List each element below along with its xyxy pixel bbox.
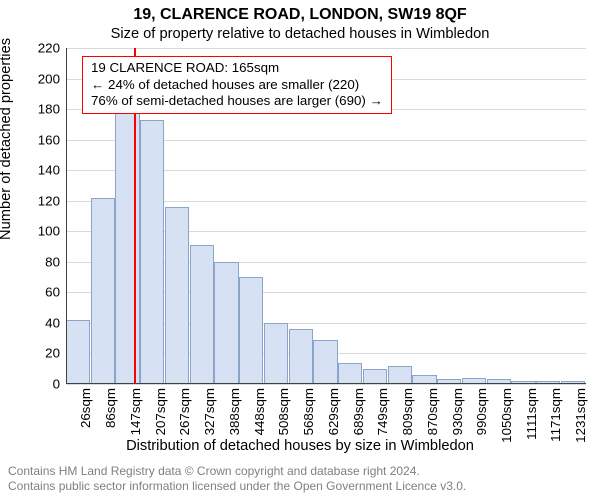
x-tick-label: 809sqm: [400, 388, 415, 435]
x-tick-label: 1111sqm: [524, 388, 539, 440]
info-box-line: 76% of semi-detached houses are larger (…: [91, 93, 383, 110]
histogram-bar: [115, 79, 139, 384]
histogram-bar: [91, 198, 115, 384]
histogram-bar: [66, 320, 90, 384]
y-tick-label: 180: [38, 102, 60, 117]
x-tick-label: 327sqm: [202, 388, 217, 435]
histogram-bar: [165, 207, 189, 384]
x-tick-label: 267sqm: [177, 388, 192, 435]
chart-title-main: 19, CLARENCE ROAD, LONDON, SW19 8QF: [0, 6, 600, 24]
x-tick-label: 749sqm: [375, 388, 390, 435]
x-tick-label: 568sqm: [301, 388, 316, 435]
y-tick-label: 40: [45, 315, 60, 330]
attribution-line: Contains public sector information licen…: [8, 479, 466, 494]
x-tick-label: 1171sqm: [548, 388, 563, 442]
y-tick-label: 220: [38, 41, 60, 56]
attribution-block: Contains HM Land Registry data © Crown c…: [8, 464, 466, 494]
attribution-line: Contains HM Land Registry data © Crown c…: [8, 464, 466, 479]
y-tick-label: 80: [45, 254, 60, 269]
info-box-line: ← 24% of detached houses are smaller (22…: [91, 77, 383, 94]
y-tick-label: 200: [38, 71, 60, 86]
chart-container: { "title_main": "19, CLARENCE ROAD, LOND…: [0, 0, 600, 500]
gridline: [66, 48, 586, 49]
y-tick-label: 100: [38, 224, 60, 239]
y-axis-line: [66, 48, 67, 384]
histogram-bar: [313, 340, 337, 384]
y-axis-label: Number of detached properties: [0, 38, 14, 240]
x-tick-label: 870sqm: [425, 388, 440, 435]
y-tick-label: 160: [38, 132, 60, 147]
x-tick-label: 86sqm: [103, 388, 118, 428]
histogram-bar: [264, 323, 288, 384]
y-tick-label: 20: [45, 346, 60, 361]
x-tick-label: 629sqm: [326, 388, 341, 435]
x-axis-line: [66, 383, 586, 384]
x-tick-label: 388sqm: [227, 388, 242, 435]
chart-title-sub: Size of property relative to detached ho…: [0, 26, 600, 42]
histogram-bar: [289, 329, 313, 384]
x-tick-label: 930sqm: [450, 388, 465, 435]
x-tick-label: 689sqm: [351, 388, 366, 435]
histogram-bar: [363, 369, 387, 384]
x-axis-title: Distribution of detached houses by size …: [0, 438, 600, 454]
x-tick-label: 1050sqm: [499, 388, 514, 443]
histogram-bar: [338, 363, 362, 384]
gridline: [66, 384, 586, 385]
x-tick-label: 508sqm: [276, 388, 291, 435]
histogram-bar: [239, 277, 263, 384]
y-tick-label: 120: [38, 193, 60, 208]
x-tick-label: 1231sqm: [573, 388, 588, 443]
y-tick-label: 60: [45, 285, 60, 300]
y-tick-label: 140: [38, 163, 60, 178]
x-tick-label: 448sqm: [252, 388, 267, 435]
y-tick-label: 0: [53, 377, 60, 392]
info-box-line: 19 CLARENCE ROAD: 165sqm: [91, 60, 383, 77]
info-box: 19 CLARENCE ROAD: 165sqm ← 24% of detach…: [82, 56, 392, 114]
x-tick-label: 207sqm: [153, 388, 168, 435]
histogram-bar: [214, 262, 238, 384]
histogram-bar: [140, 120, 164, 384]
histogram-bar: [388, 366, 412, 384]
x-tick-label: 990sqm: [474, 388, 489, 435]
x-tick-label: 26sqm: [78, 388, 93, 428]
x-tick-label: 147sqm: [128, 388, 143, 435]
histogram-bar: [190, 245, 214, 384]
